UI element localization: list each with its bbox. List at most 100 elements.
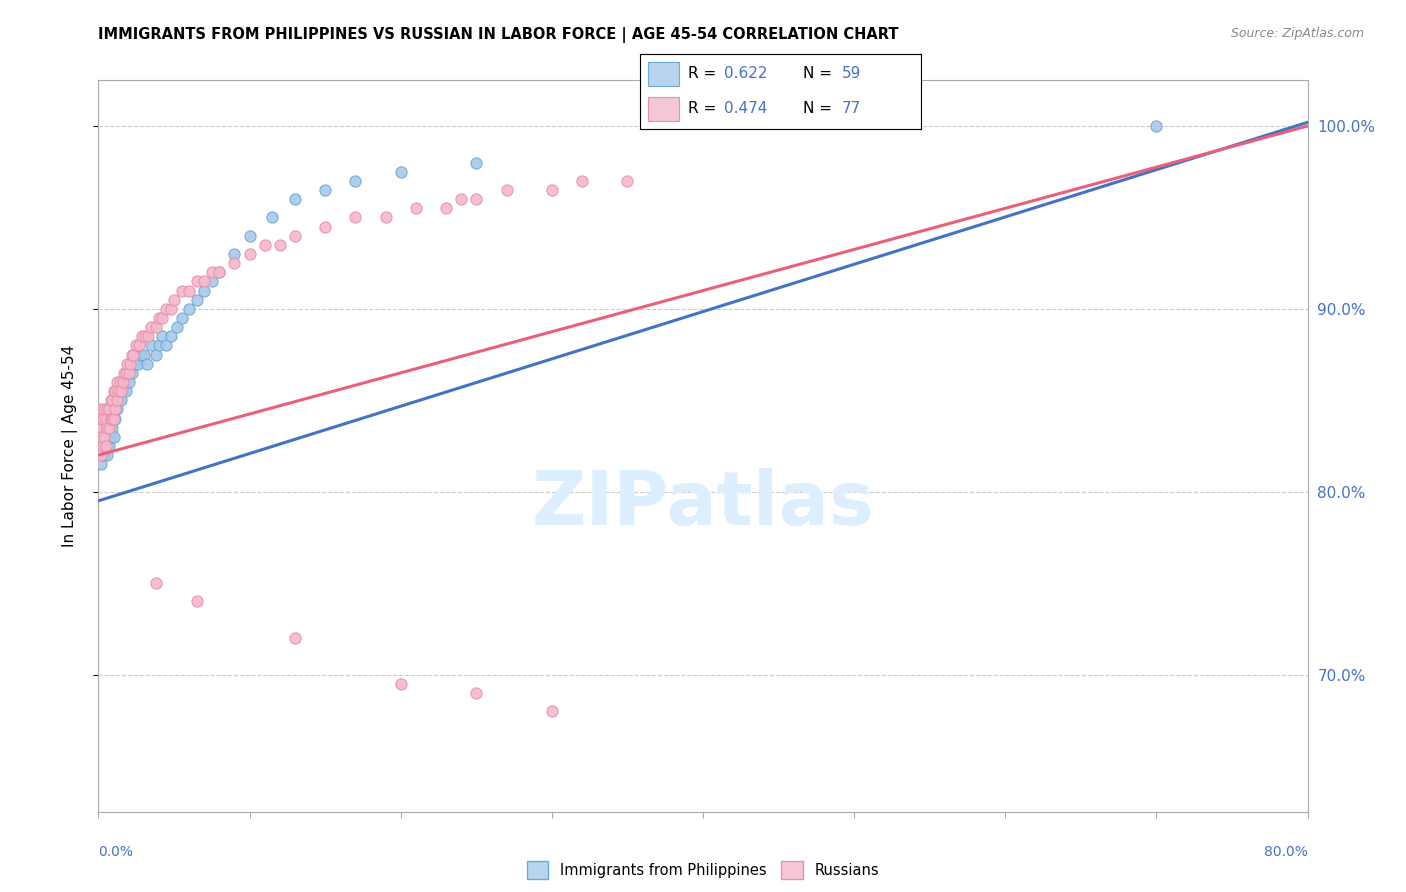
- Point: [103, 411, 125, 425]
- Point: [100, 393, 122, 408]
- Text: Source: ZipAtlas.com: Source: ZipAtlas.com: [1230, 27, 1364, 40]
- Point: [389, 164, 412, 178]
- Point: [314, 183, 336, 197]
- Point: [186, 274, 208, 288]
- Point: [145, 347, 167, 362]
- Point: [269, 237, 291, 252]
- Point: [160, 329, 183, 343]
- Point: [115, 357, 138, 371]
- Point: [166, 320, 188, 334]
- Point: [104, 384, 127, 399]
- Point: [93, 448, 115, 462]
- Text: 0.622: 0.622: [724, 67, 768, 81]
- Point: [145, 576, 167, 591]
- Point: [100, 430, 122, 444]
- Point: [112, 375, 135, 389]
- Point: [224, 247, 246, 261]
- Point: [132, 347, 155, 362]
- Point: [616, 174, 638, 188]
- Text: N =: N =: [803, 102, 837, 116]
- Point: [90, 448, 112, 462]
- Point: [96, 420, 118, 434]
- FancyBboxPatch shape: [648, 96, 679, 121]
- Text: ZIPatlas: ZIPatlas: [531, 468, 875, 541]
- Point: [89, 439, 111, 453]
- Point: [104, 393, 127, 408]
- Point: [105, 402, 128, 417]
- Text: IMMIGRANTS FROM PHILIPPINES VS RUSSIAN IN LABOR FORCE | AGE 45-54 CORRELATION CH: IMMIGRANTS FROM PHILIPPINES VS RUSSIAN I…: [98, 27, 898, 43]
- Point: [115, 366, 138, 380]
- Point: [465, 686, 488, 700]
- Point: [110, 384, 132, 399]
- Point: [96, 411, 118, 425]
- Text: 77: 77: [842, 102, 862, 116]
- Point: [105, 393, 128, 408]
- Point: [208, 265, 231, 279]
- Point: [150, 310, 173, 325]
- Point: [94, 439, 117, 453]
- Point: [193, 284, 215, 298]
- Point: [239, 228, 262, 243]
- Point: [141, 320, 163, 334]
- Point: [193, 274, 215, 288]
- Point: [314, 219, 336, 234]
- Point: [405, 201, 427, 215]
- Point: [93, 430, 115, 444]
- Point: [465, 155, 488, 169]
- Point: [122, 347, 145, 362]
- Point: [450, 192, 472, 206]
- Point: [98, 420, 121, 434]
- Point: [89, 420, 111, 434]
- Point: [90, 411, 112, 425]
- Point: [224, 256, 246, 270]
- Point: [90, 458, 112, 472]
- Point: [93, 430, 115, 444]
- Point: [127, 357, 149, 371]
- Point: [434, 201, 457, 215]
- Point: [89, 448, 111, 462]
- Y-axis label: In Labor Force | Age 45-54: In Labor Force | Age 45-54: [62, 345, 77, 547]
- Point: [90, 430, 112, 444]
- Text: 59: 59: [842, 67, 862, 81]
- Text: R =: R =: [688, 102, 721, 116]
- Point: [136, 329, 159, 343]
- Point: [131, 329, 153, 343]
- Point: [120, 357, 142, 371]
- Point: [101, 393, 124, 408]
- Point: [239, 247, 262, 261]
- Point: [155, 338, 177, 352]
- Point: [104, 411, 127, 425]
- Point: [128, 338, 150, 352]
- Point: [94, 439, 117, 453]
- Point: [150, 329, 173, 343]
- Point: [1144, 119, 1167, 133]
- Point: [163, 293, 186, 307]
- Text: 0.474: 0.474: [724, 102, 768, 116]
- Point: [89, 439, 111, 453]
- Text: 0.0%: 0.0%: [98, 845, 134, 859]
- Point: [107, 384, 129, 399]
- Point: [96, 402, 118, 417]
- Legend: Immigrants from Philippines, Russians: Immigrants from Philippines, Russians: [520, 855, 886, 885]
- Point: [121, 366, 143, 380]
- Point: [93, 402, 115, 417]
- Point: [96, 448, 118, 462]
- Text: R =: R =: [688, 67, 721, 81]
- Point: [89, 402, 111, 417]
- Point: [155, 301, 177, 316]
- Point: [201, 265, 224, 279]
- Point: [90, 430, 112, 444]
- Point: [94, 420, 117, 434]
- Point: [98, 420, 121, 434]
- Point: [108, 375, 131, 389]
- Point: [344, 211, 367, 225]
- Point: [108, 384, 131, 399]
- Point: [186, 594, 208, 608]
- Text: 80.0%: 80.0%: [1264, 845, 1308, 859]
- Point: [114, 384, 136, 399]
- Point: [111, 384, 134, 399]
- Point: [374, 211, 396, 225]
- Point: [118, 366, 141, 380]
- FancyBboxPatch shape: [648, 62, 679, 87]
- Point: [284, 631, 307, 645]
